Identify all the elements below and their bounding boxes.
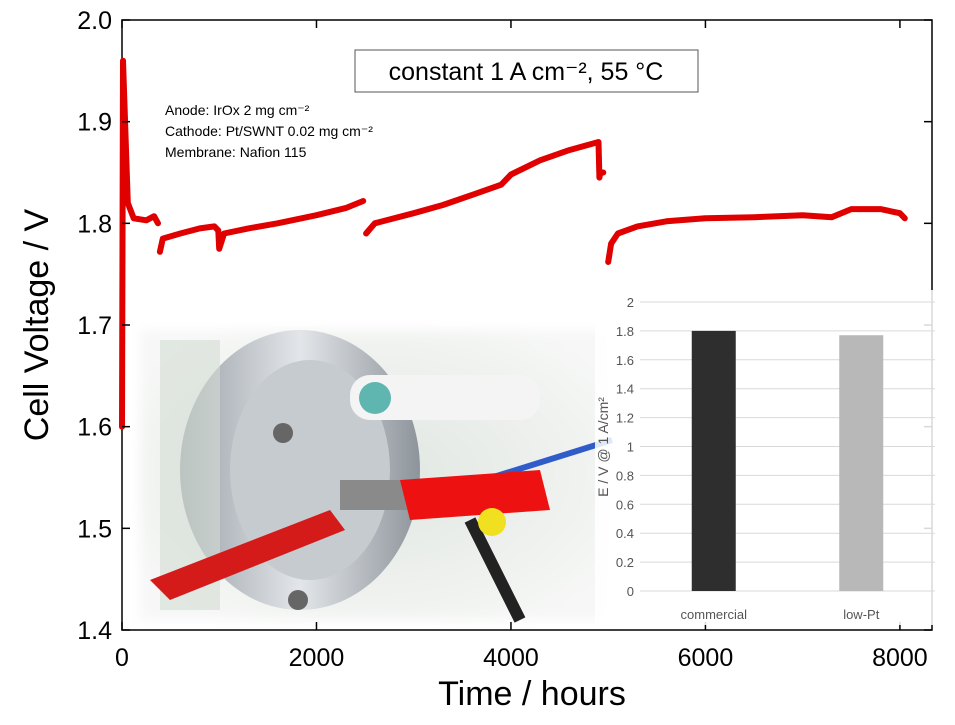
inset-y-label: E / V @ 1 A/cm² bbox=[595, 397, 611, 497]
y-tick-label: 1.6 bbox=[77, 414, 112, 442]
y-tick-label: 1.7 bbox=[77, 312, 112, 340]
inset-y-tick-label: 0.8 bbox=[616, 468, 634, 483]
inset-y-tick-label: 1.8 bbox=[616, 324, 634, 339]
inset-y-tick-label: 1.4 bbox=[616, 382, 634, 397]
inset-x-tick-label: low-Pt bbox=[843, 607, 880, 622]
bar bbox=[691, 330, 736, 591]
inset-y-tick-label: 2 bbox=[627, 295, 634, 310]
data-line bbox=[119, 57, 908, 430]
inset-y-tick-label: 1 bbox=[627, 440, 634, 455]
inset-y-tick-label: 1.6 bbox=[616, 353, 634, 368]
x-tick-label: 2000 bbox=[289, 644, 345, 672]
inset-y-tick-label: 1.2 bbox=[616, 411, 634, 426]
annotation: Membrane: Nafion 115 bbox=[165, 144, 307, 160]
y-tick-label: 1.4 bbox=[77, 617, 112, 645]
x-tick-label: 6000 bbox=[678, 644, 734, 672]
inset-background bbox=[595, 290, 935, 625]
annotation: constant 1 A cm⁻², 55 °C bbox=[389, 58, 664, 86]
inset-y-tick-label: 0 bbox=[627, 584, 634, 599]
bar bbox=[839, 335, 884, 591]
x-tick-label: 8000 bbox=[872, 644, 928, 672]
y-tick-label: 2.0 bbox=[77, 7, 112, 35]
annotation: Anode: IrOx 2 mg cm⁻² bbox=[165, 102, 310, 118]
annotation-box bbox=[354, 49, 699, 93]
y-tick-label: 1.5 bbox=[77, 515, 112, 543]
y-tick-label: 1.9 bbox=[77, 109, 112, 137]
inset-x-tick-label: commercial bbox=[681, 607, 748, 622]
photo bbox=[140, 330, 613, 623]
y-tick-label: 1.8 bbox=[77, 210, 112, 238]
y-axis-label: Cell Voltage / V bbox=[18, 208, 56, 441]
inset-y-tick-label: 0.4 bbox=[616, 526, 634, 541]
x-tick-label: 0 bbox=[115, 644, 129, 672]
inset-y-tick-label: 0.6 bbox=[616, 497, 634, 512]
annotation: Cathode: Pt/SWNT 0.02 mg cm⁻² bbox=[165, 123, 373, 139]
inset-y-tick-label: 0.2 bbox=[616, 555, 634, 570]
x-axis-label: Time / hours bbox=[438, 675, 626, 713]
x-tick-label: 4000 bbox=[483, 644, 539, 672]
